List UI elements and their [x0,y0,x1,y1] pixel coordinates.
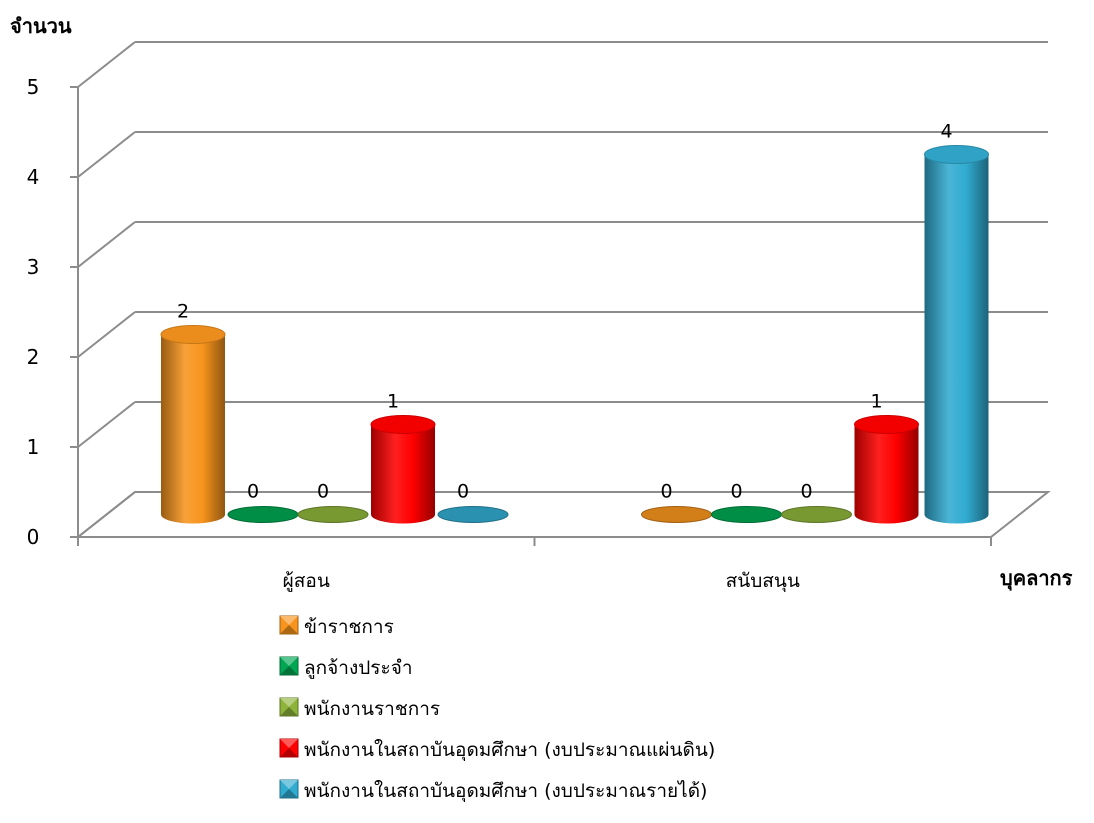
data-labels: 2 0 0 1 0 0 0 0 1 4 [177,121,953,503]
legend-item: พนักงานในสถาบันอุดมศึกษา (งบประมาณรายได้… [279,779,707,803]
side-wall-gridline [77,41,136,88]
bar-zero [297,506,369,523]
legend-swatch-facet [280,748,298,757]
data-label: 4 [940,121,952,143]
bar [161,334,225,524]
category-label: ผู้สอน [283,570,330,592]
side-wall-gridline [77,131,136,178]
category-label: สนับสนุน [726,570,800,593]
legend-swatch-facet [280,789,298,798]
bar-top [854,415,919,434]
bar-zero [641,506,712,523]
y-tick-label: 2 [27,345,40,369]
y-tick-label: 0 [27,525,40,549]
y-tick-label: 4 [27,165,40,189]
data-label: 2 [177,301,189,323]
category-labels: ผู้สอน สนับสนุน [283,570,800,593]
bar [854,424,919,524]
data-label: 1 [387,391,399,413]
bar [924,154,989,524]
bar-top [924,145,989,164]
legend-swatch-facet [280,707,298,716]
legend-label: ลูกจ้างประจำ [304,657,413,679]
legend-label: พนักงานราชการ [304,698,440,720]
legend-swatch-facet [280,780,298,789]
data-label: 0 [730,481,742,503]
legend-label: พนักงานในสถาบันอุดมศึกษา (งบประมาณรายได้… [304,780,707,803]
side-wall-gridline [77,491,136,538]
legend-swatch-facet [280,616,298,625]
y-tick-labels: 0 1 2 3 4 5 [27,75,40,549]
side-wall-gridline [77,401,136,448]
bar-top [160,325,226,344]
bar-top [370,415,436,434]
y-axis-title: จำนวน [10,14,72,38]
bar-zero [437,506,509,523]
legend-item: พนักงานในสถาบันอุดมศึกษา (งบประมาณแผ่นดิ… [279,738,715,762]
data-label: 0 [317,481,329,503]
legend-swatch-facet [280,625,298,634]
legend-swatch-facet [280,739,298,748]
legend-label: พนักงานในสถาบันอุดมศึกษา (งบประมาณแผ่นดิ… [304,739,715,762]
bar-zero [227,506,299,523]
x-axis-title: บุคลากร [1000,566,1073,591]
data-label: 0 [800,481,812,503]
legend-item: พนักงานราชการ [279,697,440,720]
legend-swatch-facet [280,666,298,675]
legend-item: ข้าราชการ [279,615,394,638]
legend-item: ลูกจ้างประจำ [279,656,413,679]
legend-swatch-facet [280,698,298,707]
bars-layer [160,145,989,524]
data-label: 1 [870,391,882,413]
side-wall-gridline [77,221,136,268]
bar-zero [781,506,852,523]
y-tick-label: 3 [27,255,40,279]
legend-label: ข้าราชการ [304,616,394,638]
bar [371,424,435,524]
y-tick-label: 1 [27,435,40,459]
data-label: 0 [660,481,672,503]
y-tick-label: 5 [27,75,40,99]
data-label: 0 [457,481,469,503]
side-wall-gridline [77,311,136,358]
grid-layer [70,41,1051,546]
data-label: 0 [247,481,259,503]
bar-zero [711,506,782,523]
legend: ข้าราชการลูกจ้างประจำพนักงานราชการพนักงา… [279,615,715,803]
legend-swatch-facet [280,657,298,666]
